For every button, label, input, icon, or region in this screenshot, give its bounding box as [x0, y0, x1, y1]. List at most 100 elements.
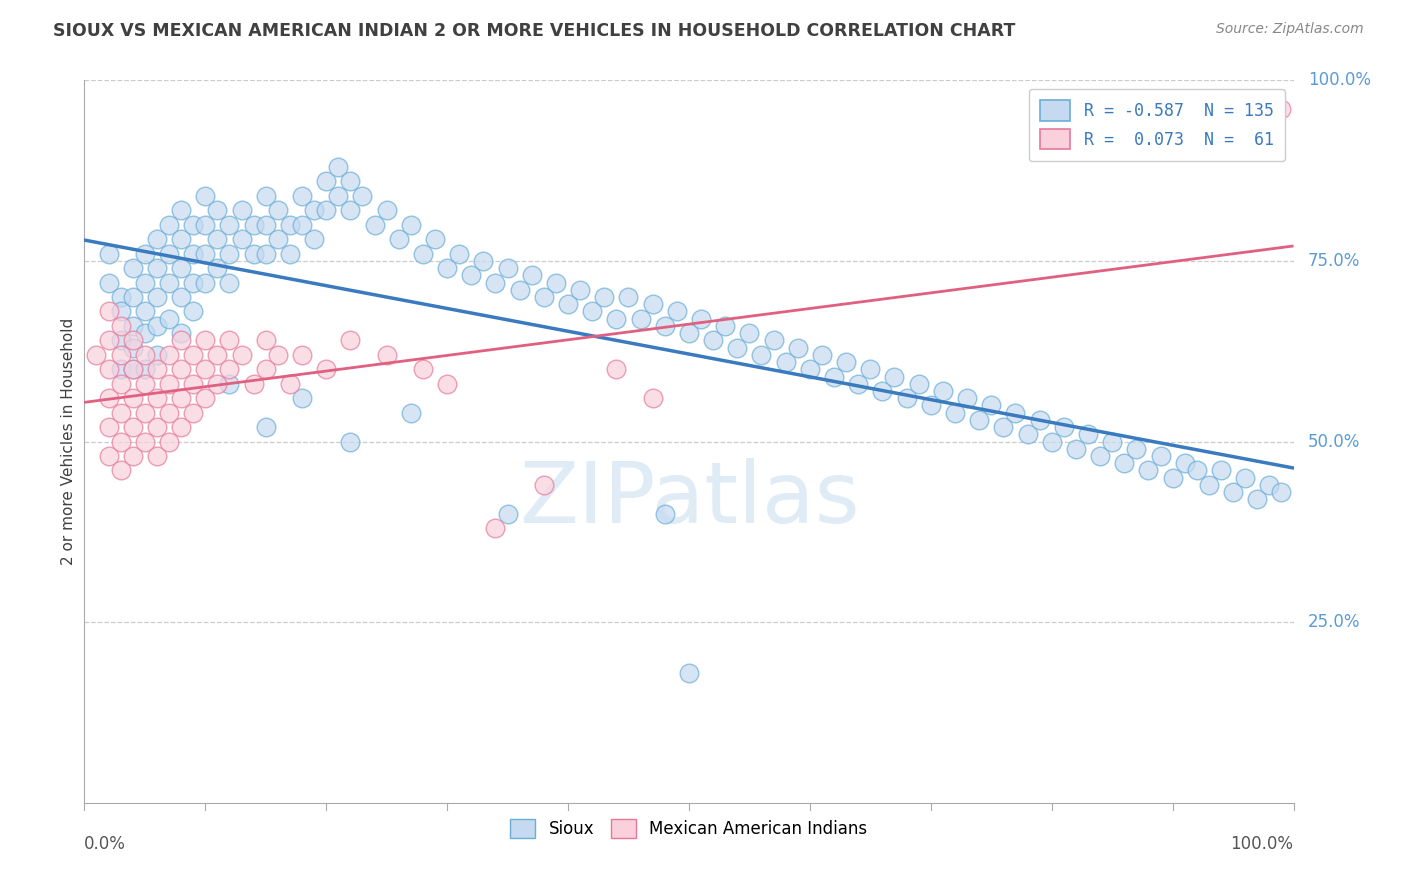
- Point: [97, 276, 120, 290]
- Point: [509, 283, 531, 297]
- Point: [896, 391, 918, 405]
- Point: [181, 406, 204, 420]
- Point: [714, 318, 737, 333]
- Point: [1234, 470, 1257, 484]
- Point: [242, 246, 264, 260]
- Point: [1053, 420, 1076, 434]
- Point: [641, 297, 664, 311]
- Point: [1101, 434, 1123, 449]
- Point: [1149, 449, 1171, 463]
- Point: [388, 232, 411, 246]
- Point: [181, 304, 204, 318]
- Point: [146, 318, 169, 333]
- Point: [170, 261, 193, 276]
- Point: [1040, 434, 1063, 449]
- Point: [423, 232, 446, 246]
- Point: [846, 376, 869, 391]
- Point: [110, 304, 132, 318]
- Y-axis label: 2 or more Vehicles in Household: 2 or more Vehicles in Household: [60, 318, 76, 566]
- Point: [121, 420, 143, 434]
- Point: [1064, 442, 1087, 456]
- Point: [533, 478, 555, 492]
- Point: [339, 434, 361, 449]
- Point: [121, 362, 143, 376]
- Point: [1125, 442, 1147, 456]
- Point: [157, 348, 180, 362]
- Point: [1222, 485, 1244, 500]
- Point: [460, 268, 482, 283]
- Point: [157, 311, 180, 326]
- Point: [823, 369, 845, 384]
- Point: [702, 334, 724, 348]
- Point: [97, 304, 120, 318]
- Point: [110, 406, 132, 420]
- Point: [267, 232, 290, 246]
- Point: [605, 311, 627, 326]
- Point: [1174, 456, 1197, 470]
- Text: Source: ZipAtlas.com: Source: ZipAtlas.com: [1216, 22, 1364, 37]
- Point: [194, 246, 217, 260]
- Point: [157, 376, 180, 391]
- Point: [110, 463, 132, 477]
- Text: 0.0%: 0.0%: [84, 835, 127, 854]
- Point: [665, 304, 688, 318]
- Point: [436, 376, 458, 391]
- Text: 100.0%: 100.0%: [1230, 835, 1294, 854]
- Point: [967, 413, 990, 427]
- Point: [278, 218, 301, 232]
- Point: [328, 160, 350, 174]
- Point: [751, 348, 773, 362]
- Point: [218, 362, 240, 376]
- Point: [121, 362, 143, 376]
- Point: [980, 398, 1002, 412]
- Point: [146, 232, 169, 246]
- Point: [146, 449, 169, 463]
- Point: [134, 406, 156, 420]
- Point: [993, 420, 1015, 434]
- Point: [110, 290, 132, 304]
- Point: [520, 268, 543, 283]
- Point: [170, 326, 193, 340]
- Point: [181, 276, 204, 290]
- Point: [194, 218, 217, 232]
- Point: [315, 203, 337, 218]
- Point: [157, 246, 180, 260]
- Point: [811, 348, 834, 362]
- Point: [121, 290, 143, 304]
- Point: [97, 362, 120, 376]
- Point: [1270, 102, 1292, 116]
- Point: [449, 246, 471, 260]
- Point: [315, 174, 337, 188]
- Point: [472, 253, 495, 268]
- Point: [181, 246, 204, 260]
- Point: [291, 348, 314, 362]
- Point: [690, 311, 713, 326]
- Point: [207, 261, 229, 276]
- Point: [339, 174, 361, 188]
- Point: [399, 406, 422, 420]
- Point: [181, 218, 204, 232]
- Point: [254, 189, 277, 203]
- Point: [1028, 413, 1050, 427]
- Point: [1077, 427, 1099, 442]
- Point: [920, 398, 942, 412]
- Point: [375, 203, 398, 218]
- Point: [146, 420, 169, 434]
- Point: [97, 246, 120, 260]
- Point: [110, 334, 132, 348]
- Point: [121, 318, 143, 333]
- Point: [1185, 463, 1208, 477]
- Point: [932, 384, 955, 398]
- Point: [412, 246, 434, 260]
- Point: [194, 391, 217, 405]
- Point: [267, 348, 290, 362]
- Point: [943, 406, 966, 420]
- Point: [97, 420, 120, 434]
- Point: [194, 362, 217, 376]
- Point: [859, 362, 882, 376]
- Point: [146, 261, 169, 276]
- Point: [278, 376, 301, 391]
- Point: [872, 384, 894, 398]
- Point: [339, 203, 361, 218]
- Point: [496, 261, 519, 276]
